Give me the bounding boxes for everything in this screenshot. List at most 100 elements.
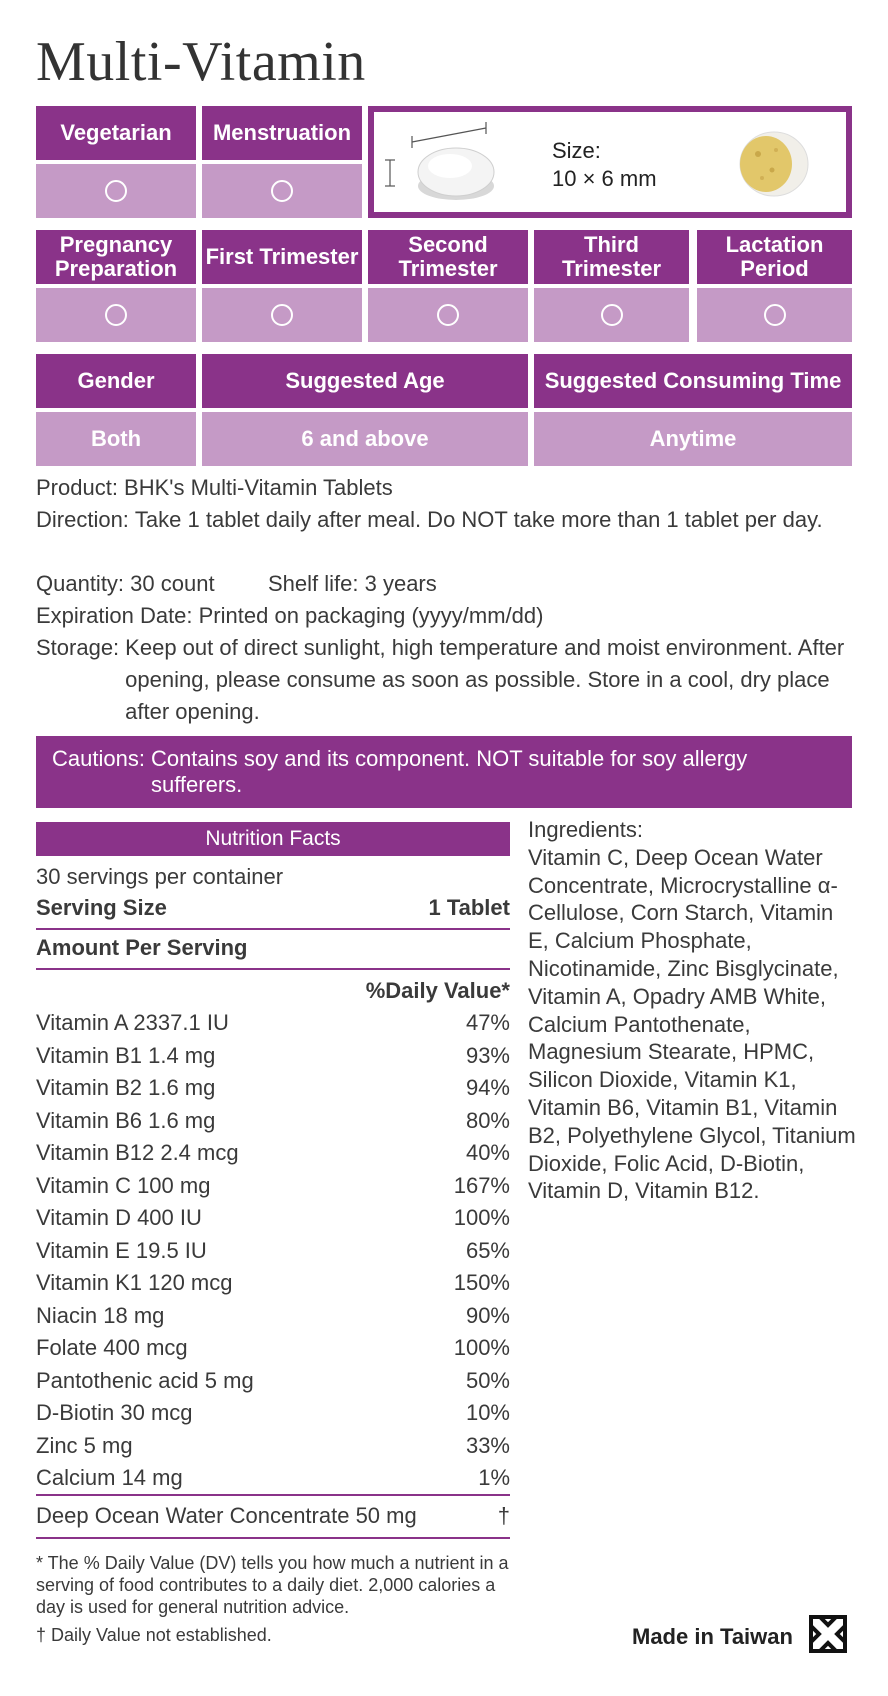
- caution-label: Cautions:: [52, 746, 145, 771]
- nutrient-row: Folate 400 mcg 100%: [36, 1335, 510, 1361]
- daily-value-footnote: * The % Daily Value (DV) tells you how m…: [36, 1553, 509, 1617]
- nutrient-dv: 65%: [465, 1237, 510, 1263]
- direction-text: Take 1 tablet daily after meal. Do NOT t…: [134, 507, 823, 532]
- circle-mark-icon: [271, 304, 293, 326]
- nutrient-dv: 150%: [453, 1270, 510, 1295]
- label-menstruation: Menstruation: [202, 106, 362, 160]
- label-lactation-period: Lactation Period: [697, 230, 852, 284]
- label-second-trimester: Second Trimester: [368, 230, 528, 284]
- product-name: Product: BHK's Multi-Vitamin Tablets: [36, 475, 393, 500]
- nutrient-row: Calcium 14 mg 1%: [36, 1465, 510, 1491]
- nutrient-row: Zinc 5 mg 33%: [36, 1433, 510, 1459]
- gender-label: Gender: [36, 354, 196, 408]
- nutrient-dv: 93%: [465, 1042, 510, 1068]
- nutrient-dv: 90%: [465, 1302, 510, 1328]
- nutrient-name: Vitamin A 2337.1 IU: [36, 1010, 229, 1035]
- serving-size-label: Serving Size: [36, 895, 167, 920]
- nutrient-name: Vitamin D 400 IU: [36, 1205, 202, 1230]
- circle-mark-icon: [105, 304, 127, 326]
- nutrient-dv: 100%: [453, 1205, 510, 1230]
- nutrient-name: Folate 400 mcg: [36, 1335, 188, 1360]
- divider: [36, 1494, 510, 1496]
- nutrient-row: Vitamin D 400 IU 100%: [36, 1205, 510, 1231]
- mark-menstruation: [202, 164, 362, 218]
- label-pregnancy-preparation: Pregnancy Preparation: [36, 230, 196, 284]
- nutrient-row: Vitamin K1 120 mcg 150%: [36, 1270, 510, 1296]
- size-value: 10 × 6 mm: [552, 166, 657, 191]
- servings-text: 30 servings per container: [36, 864, 284, 889]
- nutrient-row: Vitamin B1 1.4 mg 93%: [36, 1043, 510, 1069]
- nutrient-row: Vitamin B12 2.4 mcg 40%: [36, 1140, 510, 1166]
- page-title: Multi-Vitamin: [36, 31, 366, 93]
- expiration-date: Expiration Date: Printed on packaging (y…: [36, 603, 544, 628]
- nutrient-dv: 1%: [478, 1465, 510, 1490]
- mark-second-trimester: [368, 288, 528, 342]
- mark-vegetarian: [36, 164, 196, 218]
- divider: [36, 968, 510, 970]
- nutrient-row: Vitamin B6 1.6 mg 80%: [36, 1108, 510, 1134]
- nutrient-dv: 10%: [465, 1400, 510, 1425]
- nutrient-dv: 100%: [453, 1335, 510, 1360]
- circle-mark-icon: [437, 304, 459, 326]
- nutrient-dv: †: [497, 1503, 510, 1528]
- serving-size-value: 1 Tablet: [428, 895, 510, 920]
- caution-text: Contains soy and its component. NOT suit…: [150, 746, 748, 797]
- daily-value-label: %Daily Value*: [365, 978, 510, 1003]
- direction-label: Direction:: [36, 507, 129, 532]
- nutrient-dv: 50%: [465, 1367, 510, 1393]
- ingredients-text: Vitamin C, Deep Ocean Water Concentrate,…: [528, 844, 856, 1204]
- nutrient-row: Vitamin C 100 mg 167%: [36, 1173, 510, 1199]
- nutrient-row: Vitamin A 2337.1 IU 47%: [36, 1010, 510, 1036]
- ingredients-label: Ingredients:: [528, 817, 643, 842]
- nutrient-dv: 94%: [465, 1075, 510, 1100]
- serving-size-row: Serving Size 1 Tablet: [36, 895, 510, 921]
- storage-text: Keep out of direct sunlight, high temper…: [125, 635, 845, 724]
- suggested-age-value: 6 and above: [202, 412, 528, 466]
- dagger-footnote: † Daily Value not established.: [36, 1625, 272, 1645]
- daily-value-header: %Daily Value*: [36, 978, 510, 1004]
- tablet-image: [385, 122, 809, 200]
- divider: [36, 1537, 510, 1539]
- nutrient-name: Vitamin B1 1.4 mg: [36, 1042, 216, 1068]
- nutrient-name: Vitamin C 100 mg: [36, 1172, 211, 1198]
- storage-label: Storage:: [36, 635, 120, 660]
- origin-label: Made in Taiwan: [632, 1624, 793, 1649]
- nutrient-dv: 80%: [465, 1107, 510, 1133]
- nutrient-row: Vitamin B2 1.6 mg 94%: [36, 1075, 510, 1101]
- deep-ocean-water-row: Deep Ocean Water Concentrate 50 mg †: [36, 1503, 510, 1529]
- nutrient-name: Vitamin K1 120 mcg: [36, 1270, 233, 1295]
- circle-mark-icon: [600, 304, 623, 326]
- nutrient-dv: 33%: [465, 1432, 510, 1458]
- quantity: Quantity: 30 count: [36, 571, 215, 596]
- nutrient-name: Calcium 14 mg: [36, 1465, 183, 1490]
- label-first-trimester: First Trimester: [202, 230, 362, 284]
- nutrient-name: Deep Ocean Water Concentrate 50 mg: [36, 1503, 417, 1528]
- servings-per-container: 30 servings per container: [36, 864, 510, 890]
- gender-value: Both: [36, 412, 196, 466]
- suggested-time-value: Anytime: [534, 412, 852, 466]
- recycling-icon: [809, 1615, 847, 1653]
- ingredients-block: Ingredients: Vitamin C, Deep Ocean Water…: [528, 816, 858, 1205]
- amount-per-serving-row: Amount Per Serving: [36, 935, 510, 961]
- nutrient-name: Niacin 18 mg: [36, 1302, 165, 1328]
- nutrient-name: Vitamin B6 1.6 mg: [36, 1107, 216, 1133]
- nutrient-name: Vitamin E 19.5 IU: [36, 1237, 207, 1263]
- shelf-life: Shelf life: 3 years: [268, 571, 437, 596]
- nutrient-row: Vitamin E 19.5 IU 65%: [36, 1238, 510, 1264]
- nutrition-facts-header: Nutrition Facts: [36, 822, 510, 856]
- mark-lactation-period: [697, 288, 852, 342]
- size-panel: Size: 10 × 6 mm: [368, 106, 852, 218]
- nutrient-row: Pantothenic acid 5 mg 50%: [36, 1368, 510, 1394]
- suggested-age-label: Suggested Age: [202, 354, 528, 408]
- divider: [36, 928, 510, 930]
- circle-mark-icon: [763, 304, 786, 326]
- suggested-time-label: Suggested Consuming Time: [534, 354, 852, 408]
- mark-pregnancy-preparation: [36, 288, 196, 342]
- circle-mark-icon: [105, 180, 127, 202]
- label-vegetarian: Vegetarian: [36, 106, 196, 160]
- nutrient-name: Vitamin B12 2.4 mcg: [36, 1140, 239, 1165]
- nutrient-dv: 47%: [465, 1010, 510, 1035]
- storage-block: Storage: Keep out of direct sunlight, hi…: [36, 632, 856, 728]
- nutrient-dv: 40%: [465, 1140, 510, 1165]
- mark-first-trimester: [202, 288, 362, 342]
